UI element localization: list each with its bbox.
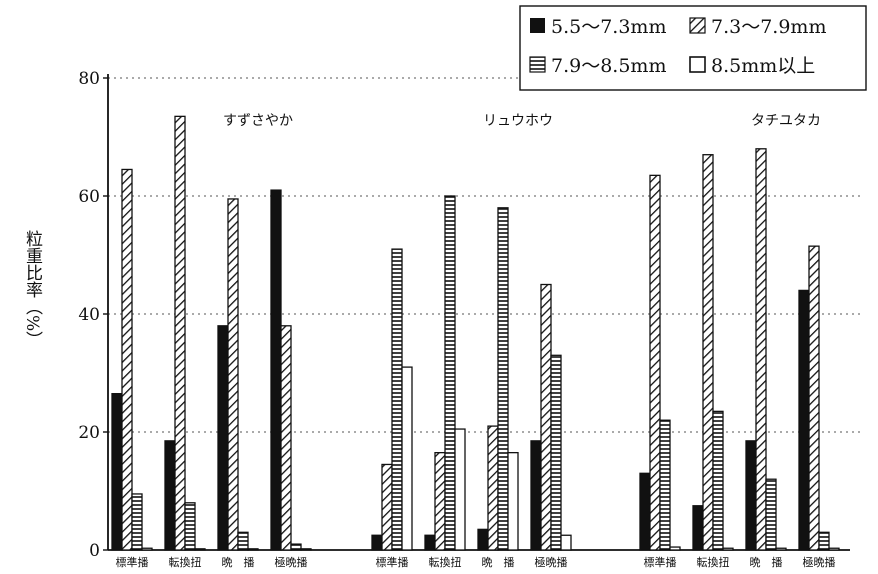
legend-label-3: 7.9～8.5mm [551,55,666,77]
bar-hollow [775,547,787,551]
bar-hollow [507,451,519,551]
bar-diagonal [487,425,499,551]
bar-horizontal [712,410,724,551]
y-tick-label: 40 [78,305,100,325]
legend-swatch-solid [530,18,545,33]
category-label: 転換扭 [429,555,462,569]
category-label: 極晩播 [275,555,308,569]
bar-diagonal [174,115,186,551]
bar-horizontal [290,543,302,551]
category-label: 晩 播 [482,555,515,569]
legend-swatch-diagonal [689,17,706,34]
group-title: タチユタカ [751,113,821,129]
category-label: 標準播 [116,555,149,569]
bar-diagonal [121,168,133,551]
bar-diagonal [381,463,393,551]
category-label: 標準播 [644,555,677,569]
bar-horizontal [497,207,509,551]
category-label: 極晩播 [803,555,836,569]
bar-hollow [722,547,734,551]
bar-horizontal [818,531,830,551]
bar-hollow [828,547,840,551]
bar-solid [639,472,651,551]
bar-diagonal [280,325,292,551]
bar-hollow [141,547,153,551]
bar-hollow [401,366,413,551]
bar-horizontal [659,419,671,551]
bar-solid [477,528,489,551]
bar-hollow [560,534,572,551]
y-tick-label: 20 [78,423,100,443]
bar-diagonal [434,451,446,551]
category-label: 極晩播 [535,555,568,569]
bar-solid [111,392,123,551]
bars [111,115,840,551]
bar-horizontal [237,531,249,551]
legend-swatch-hollow [689,56,706,73]
bar-solid [217,325,229,551]
legend-swatch-horizontal [529,56,546,73]
bar-hollow [194,548,206,551]
y-tick-label: 0 [89,541,100,561]
bar-solid [371,534,383,551]
bar-solid [270,189,282,551]
category-label: 晩 播 [222,555,255,569]
bar-horizontal [550,354,562,551]
legend: 5.5～7.3mm 7.3～7.9mm 7.9～8.5mm 8.5mm以上 [519,5,867,91]
bar-horizontal [391,248,403,551]
bar-hollow [454,428,466,551]
bar-diagonal [227,198,239,551]
bar-solid [745,440,757,551]
bar-diagonal [808,245,820,551]
group-title: リュウホウ [483,113,553,129]
category-label: 標準播 [376,555,409,569]
bar-diagonal [540,283,552,551]
bar-diagonal [755,148,767,551]
legend-label-4: 8.5mm以上 [711,55,815,77]
legend-label-2: 7.3～7.9mm [711,16,826,38]
y-tick-label: 60 [78,187,100,207]
bar-hollow [247,548,259,551]
bar-diagonal [702,154,714,551]
bar-horizontal [765,478,777,551]
category-label: 転換扭 [697,555,730,569]
bar-horizontal [444,195,456,551]
bar-solid [164,440,176,551]
bar-hollow [300,548,312,551]
legend-label-1: 5.5～7.3mm [551,16,666,38]
bar-diagonal [649,174,661,551]
bar-solid [530,440,542,551]
axes [103,74,850,551]
bar-solid [798,289,810,551]
category-label: 晩 播 [750,555,783,569]
y-axis-label: 粒重比率（%） [22,230,43,348]
y-tick-label: 80 [78,69,100,89]
bar-horizontal [184,502,196,551]
category-label: 転換扭 [169,555,202,569]
group-title: すずさやか [223,113,293,129]
bar-hollow [669,546,681,551]
bar-solid [692,505,704,551]
bar-horizontal [131,493,143,551]
bar-solid [424,534,436,551]
